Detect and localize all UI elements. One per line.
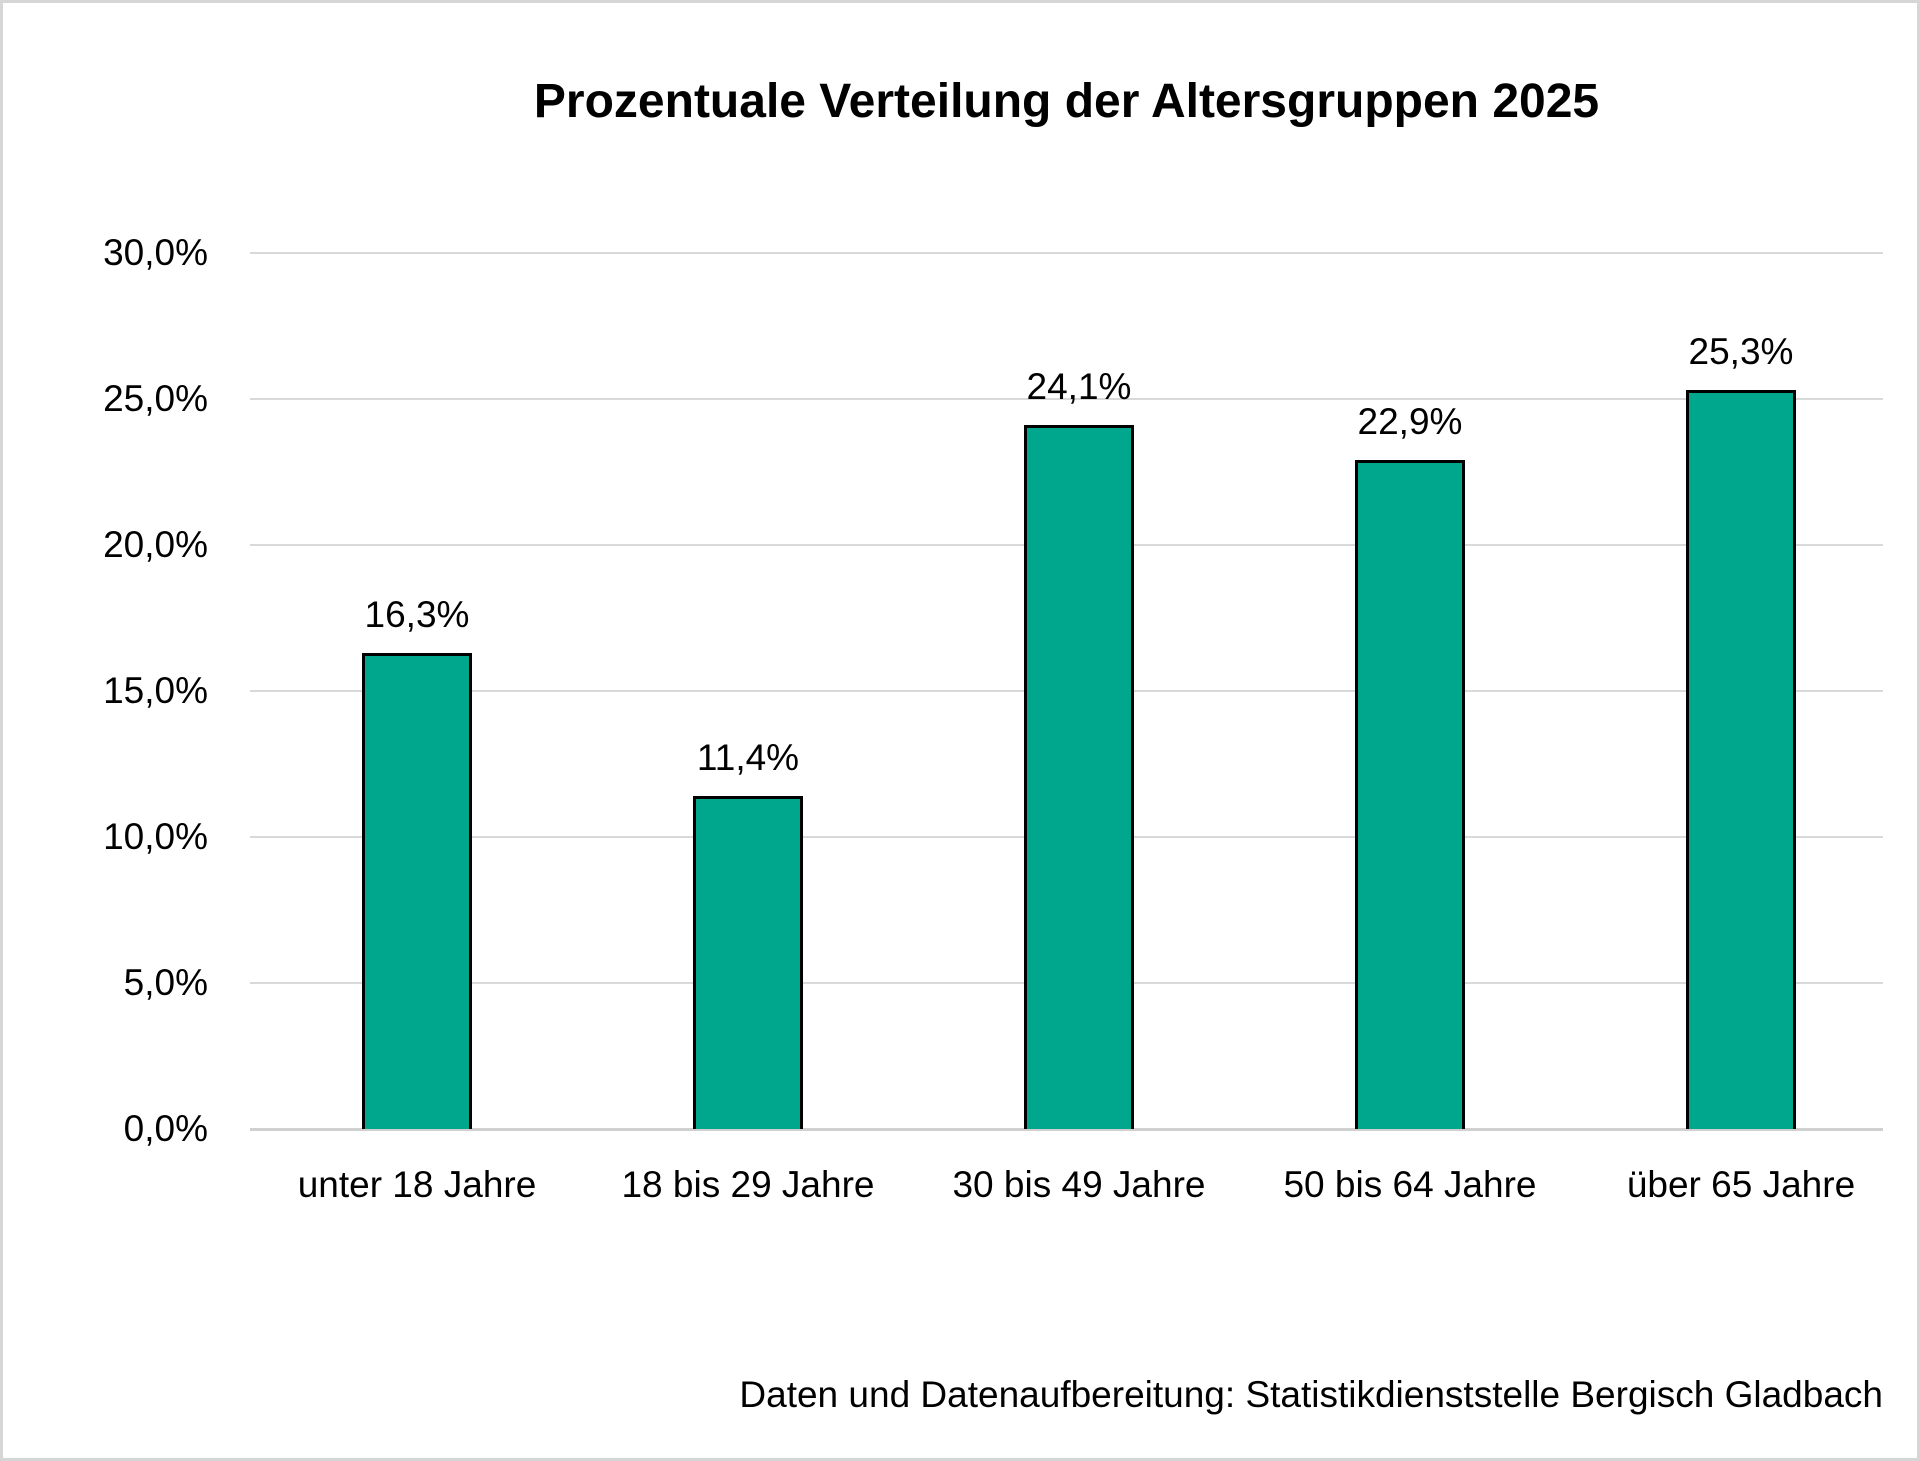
bar <box>693 796 803 1129</box>
bar-value-label: 16,3% <box>364 594 470 635</box>
category-label: unter 18 Jahre <box>297 1164 537 1205</box>
category-label: 30 bis 49 Jahre <box>952 1164 1206 1205</box>
y-tick-label: 5,0% <box>123 962 208 1003</box>
bar-value-label: 11,4% <box>696 737 800 778</box>
y-tick-label: 15,0% <box>103 670 208 711</box>
bar-value-label: 25,3% <box>1688 331 1794 372</box>
y-tick-label: 10,0% <box>103 816 208 857</box>
category-label: 18 bis 29 Jahre <box>621 1164 875 1205</box>
gridline <box>250 252 1883 254</box>
y-tick-label: 0,0% <box>123 1108 208 1149</box>
bar <box>1024 425 1134 1129</box>
y-tick-label: 25,0% <box>103 378 208 419</box>
category-label: 50 bis 64 Jahre <box>1283 1164 1537 1205</box>
y-tick-label: 20,0% <box>103 524 208 565</box>
bar-value-label: 24,1% <box>1026 366 1132 407</box>
source-note: Daten und Datenaufbereitung: Statistikdi… <box>739 1374 1883 1415</box>
category-label: über 65 Jahre <box>1626 1164 1856 1205</box>
gridline <box>250 398 1883 400</box>
bar-value-label: 22,9% <box>1357 401 1463 442</box>
bar <box>1355 460 1465 1129</box>
chart-title: Prozentuale Verteilung der Altersgruppen… <box>533 75 1600 128</box>
y-tick-label: 30,0% <box>103 232 208 273</box>
bar <box>362 653 472 1129</box>
bar <box>1686 390 1796 1129</box>
x-axis-baseline <box>250 1128 1883 1131</box>
